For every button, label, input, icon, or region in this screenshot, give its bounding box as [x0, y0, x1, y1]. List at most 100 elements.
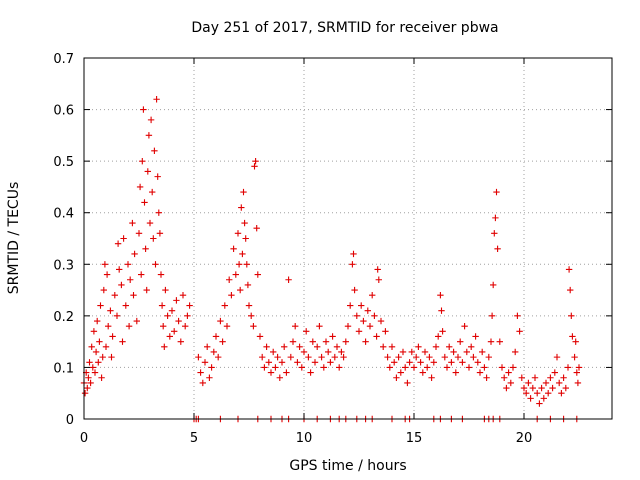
data-point — [567, 286, 574, 294]
data-point — [144, 168, 151, 175]
data-point — [162, 286, 169, 294]
plot-frame — [83, 57, 613, 420]
data-point — [404, 379, 411, 387]
data-point — [374, 266, 381, 273]
data-point — [250, 322, 257, 330]
y-tick-label: 0 — [66, 413, 74, 428]
data-point — [564, 364, 572, 371]
data-point — [485, 353, 492, 361]
data-point — [432, 343, 440, 350]
data-point — [487, 338, 495, 345]
data-point — [331, 353, 338, 361]
x-tick-label: 10 — [296, 431, 313, 446]
data-point — [240, 188, 247, 196]
data-point — [507, 379, 514, 387]
data-point — [248, 312, 255, 320]
data-point — [505, 369, 512, 376]
data-point — [428, 374, 435, 381]
data-point — [122, 302, 129, 309]
data-point — [111, 292, 118, 299]
data-point — [206, 374, 213, 381]
data-point — [135, 230, 143, 237]
data-point — [474, 359, 481, 366]
data-point — [320, 364, 327, 371]
data-points — [80, 96, 583, 423]
data-point — [215, 353, 222, 361]
data-point — [329, 333, 336, 340]
data-point — [94, 317, 101, 325]
data-point — [558, 390, 565, 397]
data-point — [338, 348, 345, 356]
data-point — [108, 353, 115, 361]
data-point — [232, 271, 239, 278]
data-point — [100, 286, 107, 294]
data-point — [244, 281, 252, 289]
data-point — [145, 132, 153, 139]
data-point — [351, 286, 358, 294]
x-axis-ticks: 0 5 10 15 20 — [80, 58, 532, 446]
data-point — [377, 317, 385, 325]
data-point — [278, 359, 286, 366]
data-point — [450, 348, 457, 356]
data-point — [161, 343, 168, 350]
data-point — [256, 333, 264, 340]
data-point — [156, 230, 164, 237]
data-point — [501, 374, 508, 381]
data-point — [540, 395, 547, 402]
data-point — [259, 353, 266, 361]
data-point — [177, 338, 184, 345]
data-point — [443, 364, 451, 371]
data-point — [316, 322, 323, 330]
data-point — [234, 230, 242, 237]
data-point — [201, 359, 209, 366]
data-point — [254, 271, 261, 278]
data-point — [270, 348, 277, 356]
data-point — [468, 343, 475, 350]
data-point — [463, 348, 470, 356]
data-point — [281, 343, 288, 350]
data-point — [496, 338, 503, 345]
data-point — [102, 343, 110, 350]
data-point — [300, 348, 308, 356]
chart-title: Day 251 of 2017, SRMTID for receiver pbw… — [191, 20, 498, 36]
data-point — [340, 353, 347, 361]
data-point — [402, 364, 409, 371]
data-point — [488, 312, 496, 320]
data-point — [457, 338, 464, 345]
data-point — [195, 353, 202, 361]
data-point — [283, 369, 290, 376]
data-point — [242, 235, 249, 242]
data-point — [560, 374, 567, 381]
data-point — [344, 322, 352, 330]
x-tick-label: 5 — [190, 431, 198, 446]
data-point — [239, 250, 246, 258]
data-point — [435, 333, 442, 340]
data-point — [353, 312, 360, 320]
data-point — [147, 116, 155, 124]
data-point — [536, 400, 543, 407]
data-point — [212, 333, 220, 340]
data-point — [336, 364, 343, 371]
data-point — [314, 343, 321, 350]
data-point — [241, 219, 248, 227]
data-point — [545, 390, 552, 397]
x-tick-label: 15 — [406, 431, 423, 446]
data-point — [127, 276, 134, 283]
data-point — [130, 292, 137, 299]
data-point — [509, 364, 517, 371]
x-tick-label: 20 — [516, 431, 533, 446]
data-point — [166, 333, 173, 340]
data-point — [349, 261, 356, 268]
data-point — [426, 353, 433, 361]
data-point — [116, 266, 123, 273]
data-point — [410, 364, 418, 371]
data-point — [424, 364, 431, 371]
data-point — [86, 359, 93, 366]
y-tick-label: 0.6 — [53, 104, 74, 119]
data-point — [355, 328, 363, 335]
data-point — [565, 266, 573, 273]
data-point — [421, 348, 429, 356]
data-point — [226, 276, 233, 283]
data-point — [119, 338, 126, 345]
grid — [84, 58, 612, 419]
